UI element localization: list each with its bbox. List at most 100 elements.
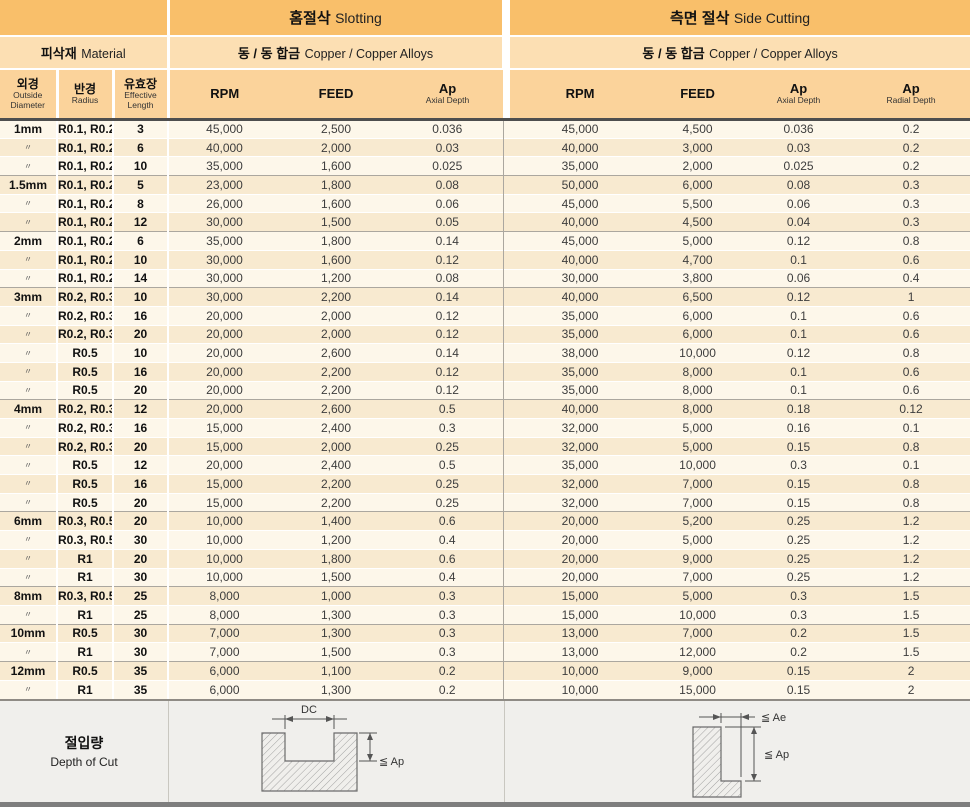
cell: 0.3 (745, 586, 853, 606)
cell: 0.5 (392, 455, 504, 475)
cell: 15,000 (168, 474, 280, 494)
cell: 12mm (0, 660, 58, 681)
cell: 13,000 (510, 642, 651, 662)
cell: 0.8 (852, 343, 970, 363)
cell: 〃 (0, 361, 58, 382)
cell: 0.6 (852, 305, 970, 326)
cell: 6,000 (650, 324, 746, 344)
cell: 30 (113, 530, 169, 550)
cell: 30 (113, 567, 169, 587)
cell: R1 (57, 548, 114, 568)
table-row: 〃 R0.3, R0.5 30 10,000 1,200 0.4 20,000 5,000 0.… (0, 530, 970, 550)
cell: 16 (113, 418, 169, 438)
cell: 7,000 (650, 623, 746, 643)
cell: 13,000 (510, 623, 651, 643)
cell: 20,000 (510, 548, 651, 568)
table-row: 〃 R1 20 10,000 1,800 0.6 20,000 9,000 0.25 1.2 (0, 548, 970, 568)
table-row: 12mm R0.5 35 6,000 1,100 0.2 10,000 9,000 0.15 2 (0, 660, 970, 681)
cell: 0.1 (745, 249, 853, 269)
cell: 3 (113, 119, 169, 139)
cell: 2,200 (280, 361, 392, 382)
cell: 0.06 (392, 193, 504, 213)
cell: 〃 (0, 418, 58, 438)
section-divider (502, 436, 511, 456)
section-divider (502, 567, 511, 587)
cell: 0.25 (745, 511, 853, 531)
cell: 0.2 (852, 119, 970, 139)
cell: 6,500 (650, 287, 746, 307)
cell: 30,000 (510, 268, 651, 288)
cell: 20 (113, 436, 169, 456)
cell: 40,000 (510, 399, 651, 419)
cell: 0.15 (745, 660, 853, 681)
cell: 10,000 (650, 604, 746, 625)
table-row: 〃 R0.5 20 15,000 2,200 0.25 32,000 7,000 0.15 0.8 (0, 492, 970, 512)
table-row: 〃 R0.2, R0.3 16 20,000 2,000 0.12 35,000 6,000 0… (0, 305, 970, 326)
cell: 2,500 (280, 119, 392, 139)
cell: R1 (57, 567, 114, 587)
cell: 0.1 (745, 324, 853, 344)
cell: 0.15 (745, 436, 853, 456)
cell: 1,300 (280, 604, 392, 625)
cell: 10 (113, 343, 169, 363)
cell: 20,000 (510, 567, 651, 587)
section-divider (502, 193, 511, 213)
cell: 3,000 (650, 137, 746, 157)
cell: 0.3 (745, 604, 853, 625)
cell: 1.2 (852, 567, 970, 587)
section-divider (502, 287, 511, 307)
cell: 0.03 (392, 137, 504, 157)
cell: 0.03 (745, 137, 853, 157)
cell: 0.1 (745, 361, 853, 382)
cell: R0.1, R0.2 (57, 156, 114, 176)
cell: R0.2, R0.3 (57, 399, 114, 419)
depth-of-cut-section: 절입량 Depth of Cut DC (0, 698, 970, 807)
cell: 15,000 (510, 604, 651, 625)
cell: 〃 (0, 305, 58, 326)
cell: 20 (113, 380, 169, 400)
side-material-cell: 동 / 동 합금 Copper / Copper Alloys (510, 36, 970, 70)
col-header-slot-rpm: RPM (168, 69, 280, 121)
slotting-section-header: 홈절삭 Slotting (168, 0, 505, 37)
cell: 〃 (0, 137, 58, 157)
cell: 0.12 (852, 399, 970, 419)
cell: 25 (113, 586, 169, 606)
cell: 0.8 (852, 231, 970, 251)
cell: 0.14 (392, 287, 504, 307)
cell: 4,500 (650, 212, 746, 232)
cell: 0.036 (392, 119, 504, 139)
cell: 35,000 (510, 380, 651, 400)
cell: 0.2 (745, 623, 853, 643)
cell: 10 (113, 156, 169, 176)
cell: 10,000 (168, 511, 280, 531)
cell: 10 (113, 249, 169, 269)
cell: 〃 (0, 193, 58, 213)
cell: 20 (113, 548, 169, 568)
cell: 30,000 (168, 249, 280, 269)
cell: 0.14 (392, 343, 504, 363)
cell: 0.25 (392, 474, 504, 494)
cell: R1 (57, 604, 114, 625)
cell: 30,000 (168, 212, 280, 232)
cell: 0.16 (745, 418, 853, 438)
section-divider (502, 137, 511, 157)
cell: 32,000 (510, 418, 651, 438)
cell: 2,400 (280, 455, 392, 475)
cell: 1.5 (852, 642, 970, 662)
section-divider (502, 623, 511, 643)
cell: 5,500 (650, 193, 746, 213)
material-label-cell: 피삭재 Material (0, 36, 170, 70)
cell: 0.3 (852, 175, 970, 195)
cell: 26,000 (168, 193, 280, 213)
table-row: 〃 R0.5 12 20,000 2,400 0.5 35,000 10,000 0.3 0.1 (0, 455, 970, 475)
table-row: 〃 R0.2, R0.3 20 20,000 2,000 0.12 35,000 6,000 0… (0, 324, 970, 344)
cell: 0.4 (852, 268, 970, 288)
cell: R0.2, R0.3 (57, 287, 114, 307)
cell: 8,000 (650, 361, 746, 382)
cell: R0.2, R0.3 (57, 418, 114, 438)
cell: 0.3 (392, 418, 504, 438)
cell: 45,000 (168, 119, 280, 139)
cell: 〃 (0, 455, 58, 475)
cell: 0.3 (852, 212, 970, 232)
cell: 7,000 (168, 623, 280, 643)
